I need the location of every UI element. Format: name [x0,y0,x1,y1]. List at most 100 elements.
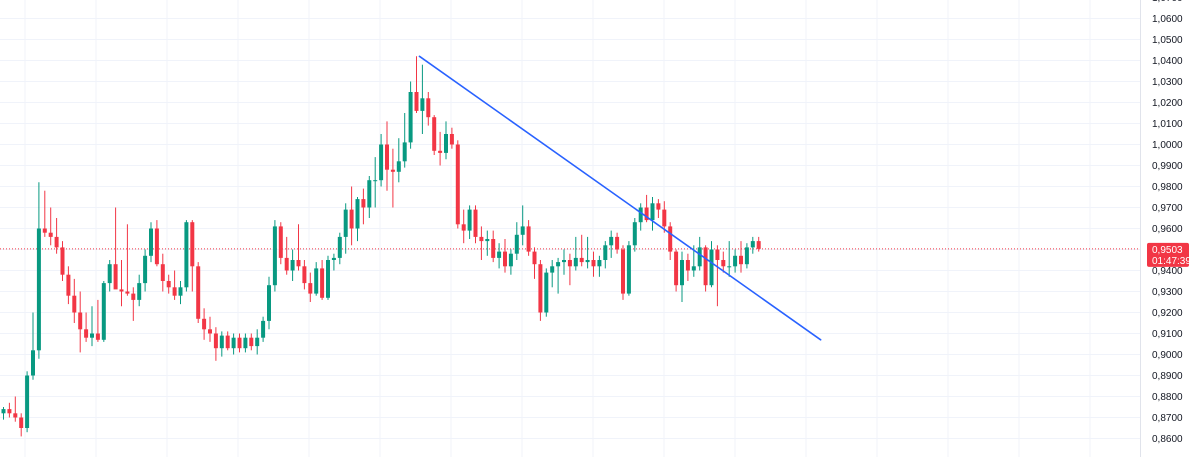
candle-up [691,266,696,271]
candle-up [396,161,401,172]
candle-up [290,260,295,271]
candles [1,56,761,437]
current-price-tag-box [1147,242,1189,267]
candle-down [249,337,254,347]
candle-up [485,239,490,242]
candle-down [113,264,118,290]
candle-down [349,209,354,229]
candle-up [1,409,6,414]
candle-up [184,222,189,288]
candle-up [626,245,631,294]
candle-down [13,413,18,418]
candle-up [744,247,749,265]
candle-up [178,287,183,296]
y-tick-label: 1,0200 [1152,98,1183,109]
candle-down [84,329,89,338]
candle-down [668,226,673,252]
candle-down [455,144,460,225]
candle-up [697,247,702,267]
candle-up [520,226,525,235]
candle-down [473,209,478,237]
candle-up [420,98,425,111]
candle-up [337,236,342,258]
candle-down [190,222,195,267]
candle-down [674,251,679,286]
candle-up [609,236,614,246]
candle-up [326,260,330,298]
candle-down [615,236,620,250]
candle-up [137,283,142,300]
candle-down [119,289,124,292]
candle-down [302,266,307,284]
current-price-tag: 0,9503 01:47:39 [1147,242,1191,267]
candle-down [721,260,726,267]
candle-down [526,226,531,252]
candle-down [703,247,708,286]
candle-down [621,249,625,294]
candle-down [237,337,242,349]
candle-up [267,285,271,321]
y-tick-label: 1,0600 [1152,14,1183,25]
candle-down [166,281,171,288]
candle-up [444,134,448,153]
candle-up [597,260,602,267]
candle-down [202,318,207,330]
candle-up [638,207,643,223]
candle-down [208,329,212,334]
candle-up [143,255,148,284]
candle-down [154,228,159,265]
candle-up [603,245,608,260]
candle-up [508,253,513,267]
candle-up [544,272,549,313]
candle-down [567,260,572,267]
current-price-label: 0,9503 [1152,245,1183,256]
y-tick-label: 0,9600 [1152,224,1183,235]
candle-up [556,262,561,267]
candle-down [160,264,165,281]
candle-down [491,239,496,258]
candle-down [60,247,65,275]
y-tick-label: 0,9100 [1152,329,1183,340]
candle-up [367,180,372,208]
y-tick-label: 0,9700 [1152,203,1183,214]
candle-down [7,409,12,414]
candle-down [715,249,720,260]
candle-down [66,274,71,296]
y-tick-label: 0,9300 [1152,287,1183,298]
candle-down [756,241,761,249]
candle-down [78,312,83,330]
candle-down [479,236,484,242]
y-tick-label: 0,9000 [1152,350,1183,361]
candle-down [125,291,130,294]
candle-down [644,207,649,221]
y-tick-label: 0,9400 [1152,266,1183,277]
bar-countdown-label: 01:47:39 [1152,256,1191,267]
candle-down [390,169,395,172]
candle-up [243,337,248,349]
trendline[interactable] [418,55,822,341]
y-tick-label: 1,0100 [1152,119,1183,130]
candle-up [402,142,407,162]
candle-up [379,144,384,181]
candle-up [107,264,112,284]
candle-down [42,228,47,233]
candle-up [219,335,224,349]
candle-down [172,287,177,296]
candle-up [680,260,684,286]
y-tick-label: 0,9200 [1152,308,1183,319]
candle-down [308,283,313,294]
y-tick-label: 0,9900 [1152,161,1183,172]
candle-up [355,199,360,229]
candle-up [343,209,348,237]
candle-up [31,350,35,376]
candle-up [514,234,519,254]
y-tick-label: 1,0500 [1152,35,1183,46]
y-tick-label: 1,0000 [1152,140,1183,151]
candle-down [579,257,584,263]
candle-up [497,251,502,258]
candle-down [438,150,443,153]
y-tick-label: 0,8800 [1152,392,1183,403]
candle-up [90,333,94,338]
candle-up [632,222,637,246]
